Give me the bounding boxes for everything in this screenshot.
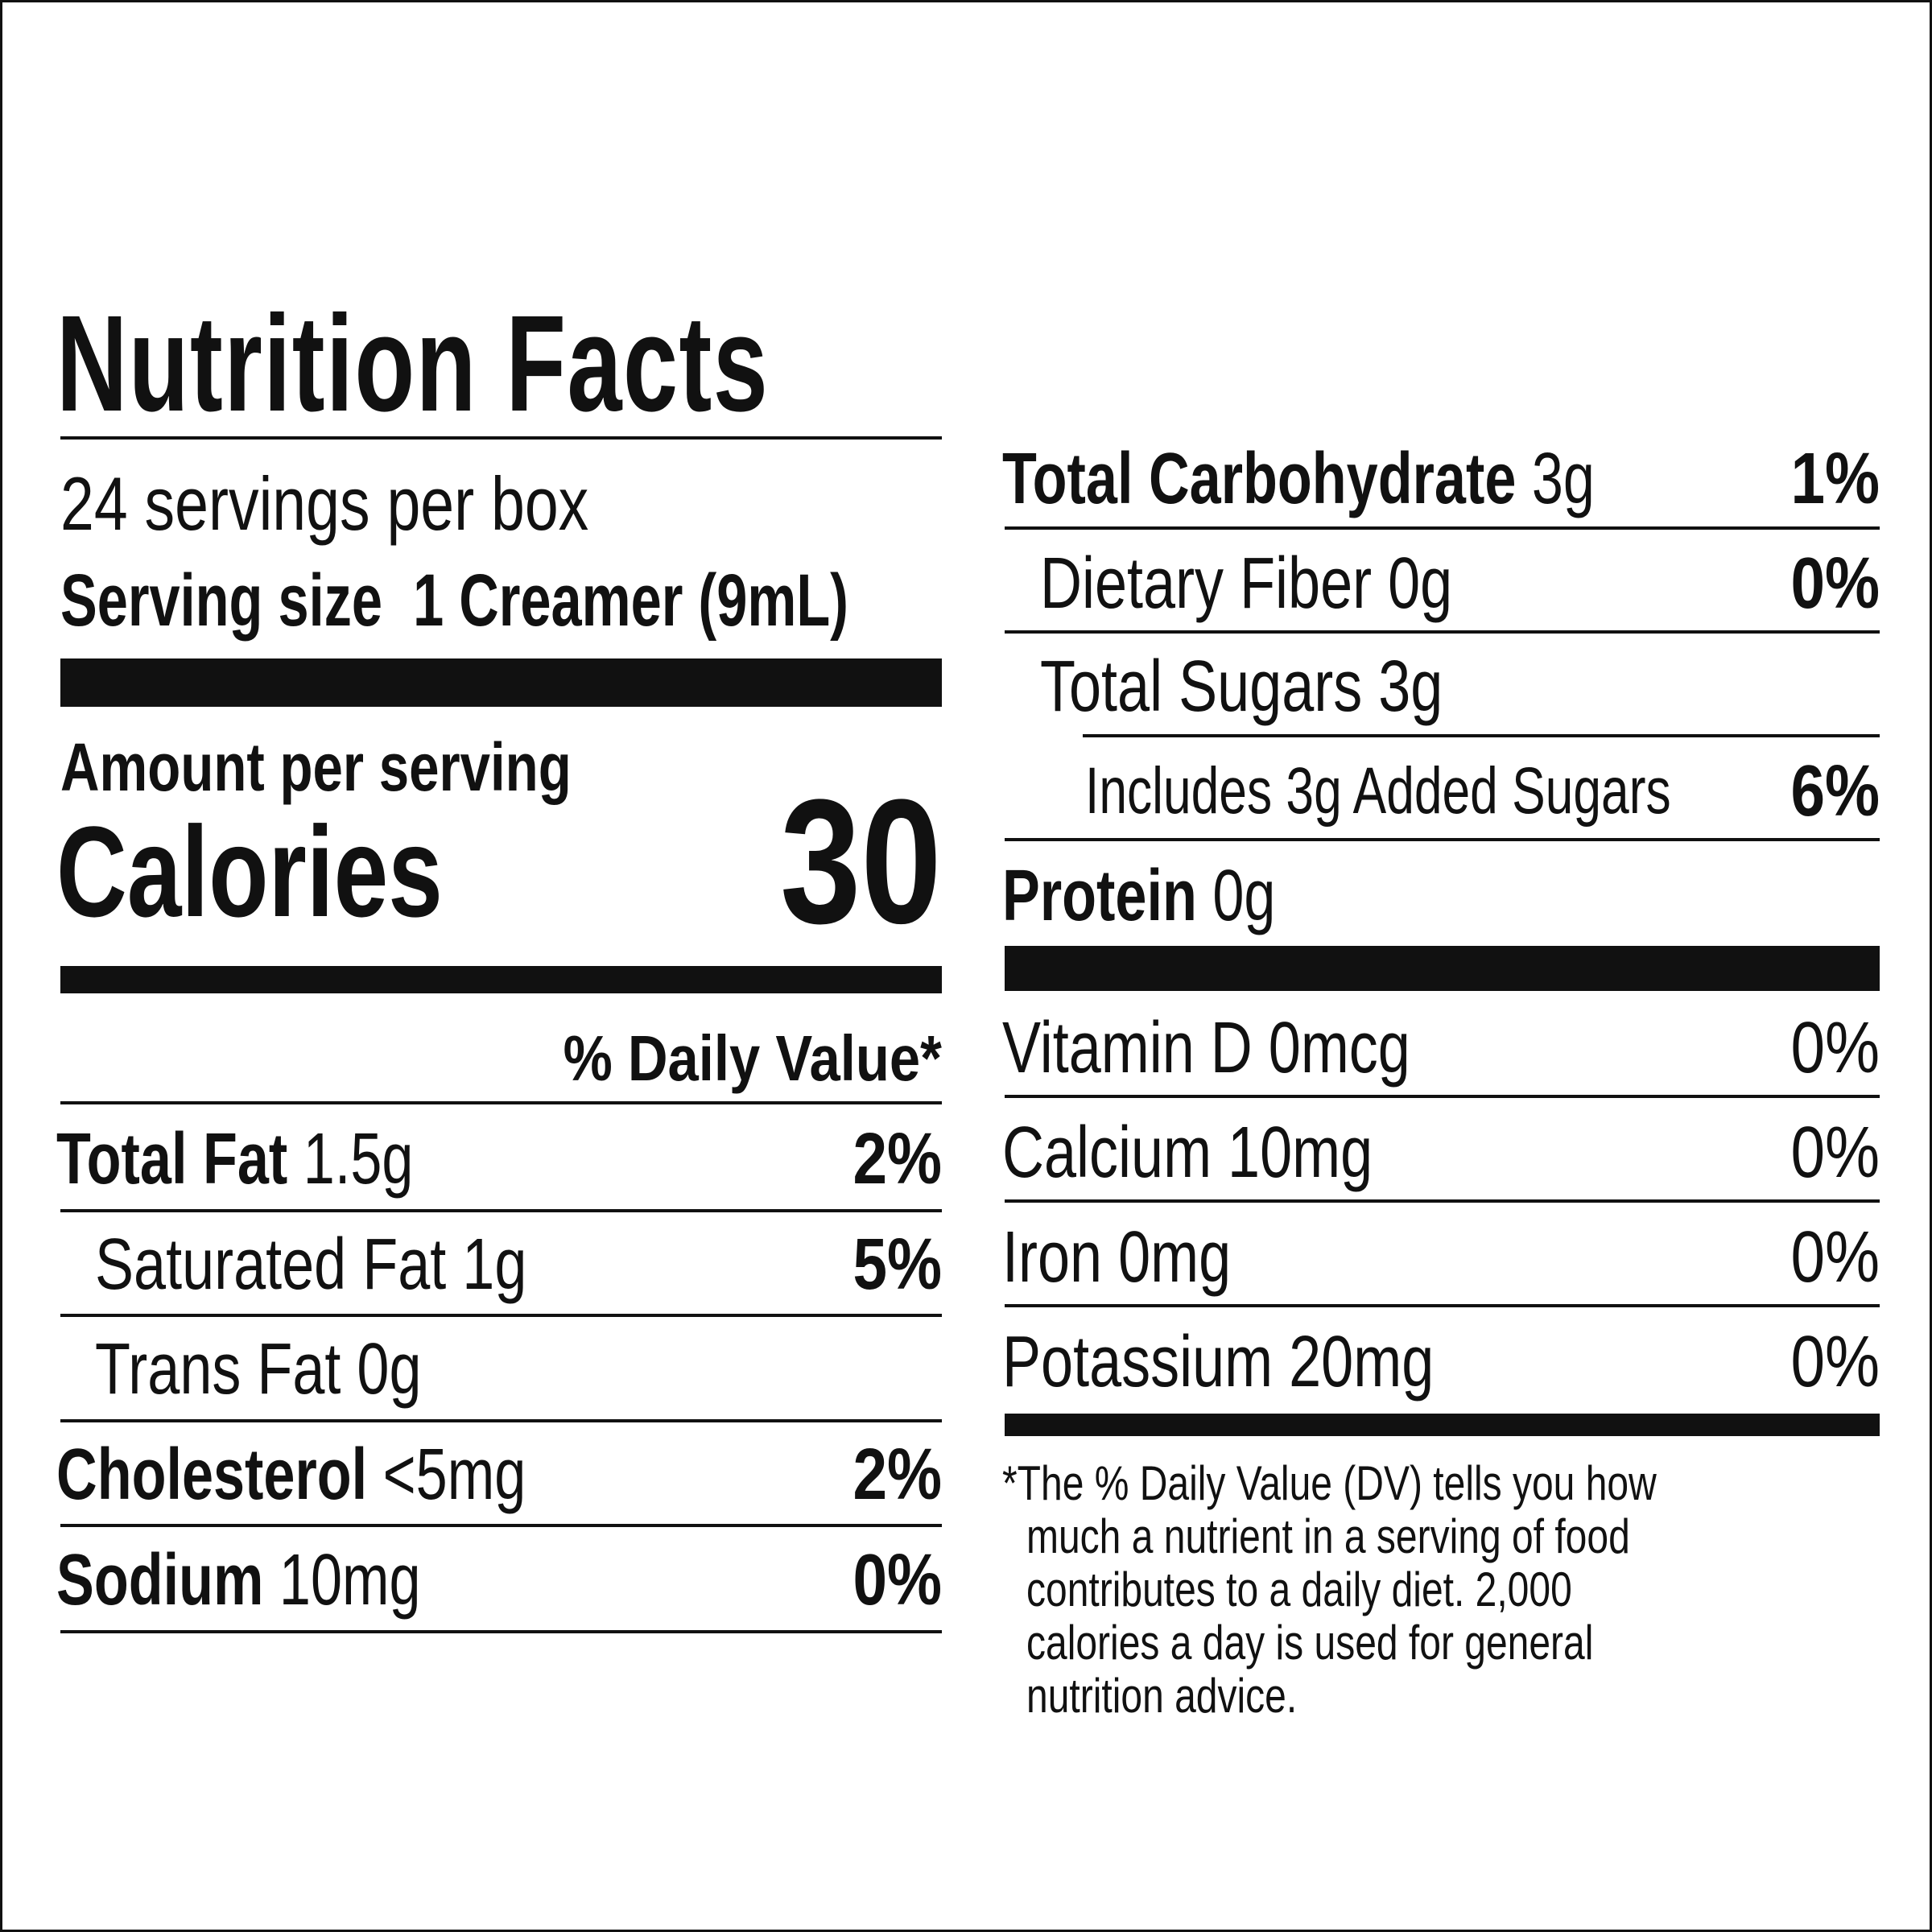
thick-divider-top (60, 658, 942, 707)
divider (1005, 630, 1880, 634)
nutrient-dv: 1% (1790, 439, 1880, 519)
nutrient-amount: <5mg (382, 1435, 526, 1515)
vitamin-dv: 0% (1790, 1008, 1880, 1088)
daily-value-header: % Daily Value* (563, 1022, 942, 1094)
vitamin-dv: 0% (1790, 1322, 1880, 1402)
vitamin-text: Calcium 10mg (1002, 1113, 1373, 1193)
nutrient-name: Total Sugars (1040, 646, 1363, 727)
divider (1005, 1095, 1880, 1098)
divider (1083, 734, 1880, 737)
nutrient-name: Total Carbohydrate (1002, 439, 1517, 519)
divider (1005, 1199, 1880, 1203)
nutrient-amount: 0g (1212, 856, 1276, 936)
vitamin-text: Vitamin D 0mcg (1002, 1008, 1410, 1088)
nutrient-name: Cholesterol (56, 1435, 368, 1515)
divider (60, 1209, 942, 1212)
calories-value: 30 (780, 762, 942, 960)
footnote-line: calories a day is used for general (1026, 1616, 1594, 1670)
nutrient-dv: 0% (852, 1540, 942, 1620)
nutrient-name: Protein (1002, 856, 1197, 936)
nutrient-row-total-fat: Total Fat 1.5g 2% (56, 1123, 942, 1195)
vitamin-dv: 0% (1790, 1217, 1880, 1298)
title-divider (60, 436, 942, 440)
vitamin-dv: 0% (1790, 1113, 1880, 1193)
nutrient-row-sodium: Sodium 10mg 0% (56, 1544, 942, 1616)
footnote-line: contributes to a daily diet. 2,000 (1026, 1563, 1572, 1616)
nutrient-row-total-carbohydrate: Total Carbohydrate 3g 1% (1002, 443, 1880, 515)
nutrient-name: Total Fat (56, 1119, 288, 1199)
nutrient-dv: 0% (1790, 543, 1880, 624)
nutrient-row-cholesterol: Cholesterol <5mg 2% (56, 1439, 942, 1511)
nutrient-name: Saturated Fat (95, 1224, 447, 1305)
vitamin-row-vitamin-d: Vitamin D 0mcg 0% (1002, 1011, 1880, 1085)
nutrient-row-saturated-fat: Saturated Fat 1g 5% (95, 1228, 942, 1301)
nutrient-name: Sodium (56, 1540, 264, 1620)
nutrient-amount: 1g (462, 1224, 527, 1305)
calories-label: Calories (56, 799, 443, 943)
nutrient-row-added-sugars: Includes 3g Added Sugars 6% (1085, 755, 1880, 828)
divider (1005, 838, 1880, 841)
serving-size-row: Serving size 1 Creamer (9mL) (60, 564, 1118, 638)
amount-per-serving: Amount per serving (60, 729, 572, 805)
vitamin-text: Potassium 20mg (1002, 1322, 1435, 1402)
nutrient-amount: 0g (357, 1329, 422, 1410)
nutrient-dv: 5% (852, 1224, 942, 1305)
label-title: Nutrition Facts (56, 287, 770, 440)
vitamin-row-potassium: Potassium 20mg 0% (1002, 1325, 1880, 1399)
nutrient-name: Includes 3g Added Sugars (1085, 754, 1671, 828)
servings-per-container: 24 servings per box (60, 461, 589, 546)
nutrient-dv: 6% (1790, 751, 1880, 832)
vitamin-row-iron: Iron 0mg 0% (1002, 1220, 1880, 1294)
nutrient-amount: 0g (1388, 543, 1453, 624)
nutrient-dv: 2% (852, 1119, 942, 1199)
thick-divider-vitamins (1005, 946, 1880, 991)
nutrient-amount: 10mg (279, 1540, 421, 1620)
serving-size-value: 1 Creamer (9mL) (413, 559, 849, 642)
nutrient-amount: 1.5g (303, 1119, 414, 1199)
serving-size-label: Serving size (60, 559, 382, 642)
divider (60, 1101, 942, 1104)
nutrient-row-total-sugars: Total Sugars 3g (1040, 650, 1880, 723)
thick-divider-footnote (1005, 1414, 1880, 1436)
nutrient-row-trans-fat: Trans Fat 0g (95, 1333, 942, 1406)
divider (60, 1630, 942, 1633)
nutrient-row-dietary-fiber: Dietary Fiber 0g 0% (1040, 547, 1880, 620)
footnote-line: nutrition advice. (1026, 1669, 1298, 1723)
nutrient-name: Dietary Fiber (1040, 543, 1373, 624)
thick-divider-calories (60, 966, 942, 993)
nutrient-row-protein: Protein 0g (1002, 860, 1880, 932)
nutrient-name: Trans Fat (95, 1329, 341, 1410)
nutrient-dv: 2% (852, 1435, 942, 1515)
daily-value-footnote: *The % Daily Value (DV) tells you how mu… (1002, 1457, 1831, 1723)
nutrient-amount: 3g (1378, 646, 1443, 727)
footnote-line: *The % Daily Value (DV) tells you how (1002, 1456, 1657, 1510)
divider (60, 1419, 942, 1422)
divider (1005, 526, 1880, 530)
vitamin-text: Iron 0mg (1002, 1217, 1232, 1298)
vitamin-row-calcium: Calcium 10mg 0% (1002, 1116, 1880, 1190)
divider (60, 1524, 942, 1527)
nutrient-amount: 3g (1531, 439, 1595, 519)
footnote-line: much a nutrient in a serving of food (1026, 1509, 1630, 1563)
divider (1005, 1304, 1880, 1307)
divider (60, 1314, 942, 1317)
